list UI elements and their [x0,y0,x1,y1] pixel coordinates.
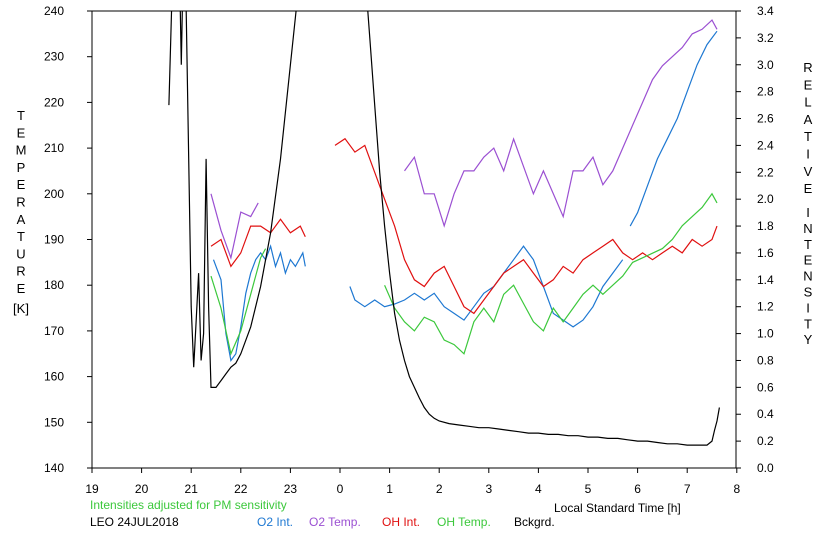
sensitivity-note: Intensities adjusted for PM sensitivity [90,498,287,512]
right-tick-label: 1.0 [757,327,774,341]
left-label-letter: M [16,143,27,158]
right-label-letter: A [804,112,813,127]
left-label-letter: A [17,212,26,227]
series-line-oh-temp [210,248,267,356]
legend-entry: O2 Temp. [309,515,361,529]
right-label-letter: N [803,221,812,236]
right-axis-ticks: 0.0 0.2 0.4 0.6 0.8 1.0 1.2 1.4 1.6 1.8 2.0 2.2 2.4 2… [736,4,774,475]
right-tick-label: 3.0 [757,58,774,72]
left-label-letter: E [17,281,26,296]
left-label-letter: R [16,195,25,210]
right-label-letter: N [803,269,812,284]
series-line-o2-int [629,30,718,227]
right-tick-label: 2.8 [757,85,774,99]
right-tick-label: 0.2 [757,434,774,448]
x-tick-label: 23 [284,482,298,496]
left-tick-label: 210 [44,141,64,155]
right-label-letter: E [804,181,813,196]
right-label-letter: T [804,129,812,144]
series-line-o2-int [212,244,306,362]
left-tick-label: 230 [44,50,64,64]
x-tick-label: 2 [436,482,443,496]
series-line-bckgrd [367,11,720,446]
right-label-letter: R [803,60,812,75]
left-label-letter: T [17,108,25,123]
x-tick-label: 5 [585,482,592,496]
left-label-letter: R [16,264,25,279]
right-tick-label: 1.2 [757,300,774,314]
left-label-letter: E [17,177,26,192]
x-tick-label: 4 [535,482,542,496]
right-label-letter: E [804,77,813,92]
legend-entry: OH Temp. [437,515,491,529]
right-tick-label: 3.2 [757,31,774,45]
x-axis-label: Local Standard Time [h] [554,501,681,515]
series-line-oh-temp [384,192,718,355]
right-tick-label: 2.0 [757,192,774,206]
right-tick-label: 1.4 [757,273,774,287]
right-label-letter: T [804,237,812,252]
x-tick-label: 20 [135,482,149,496]
right-tick-label: 2.6 [757,112,774,126]
x-tick-label: 0 [337,482,344,496]
x-tick-label: 22 [234,482,248,496]
left-tick-label: 200 [44,187,64,201]
right-label-letter: I [806,205,810,220]
right-tick-label: 3.4 [757,4,774,18]
left-tick-label: 240 [44,4,64,18]
series-line-bckgrd [168,11,297,388]
right-tick-label: 0.6 [757,380,774,394]
x-tick-label: 1 [386,482,393,496]
series-line-o2-int [349,245,624,328]
right-label-letter: I [806,147,810,162]
right-label-letter: T [804,316,812,331]
right-label-letter: E [804,253,813,268]
right-tick-label: 1.6 [757,246,774,260]
x-axis-ticks: 19 20 21 22 23 0 1 2 3 4 5 6 7 8 [85,468,740,496]
x-tick-label: 21 [185,482,199,496]
left-label-letter: P [17,160,26,175]
left-tick-label: 180 [44,278,64,292]
left-tick-label: 190 [44,233,64,247]
series-line-o2-temp [210,193,259,260]
left-label-letter: T [17,229,25,244]
legend: O2 Int. O2 Temp. OH Int. OH Temp. Bckgrd. [257,515,555,529]
right-tick-label: 0.8 [757,353,774,367]
x-tick-label: 3 [485,482,492,496]
series-lines [168,11,720,446]
left-axis-unit: [K] [13,301,29,316]
series-line-oh-int [334,137,718,315]
x-tick-label: 8 [733,482,740,496]
series-line-o2-temp [404,19,718,228]
x-tick-label: 7 [684,482,691,496]
legend-entry: Bckgrd. [514,515,555,529]
right-tick-label: 2.4 [757,138,774,152]
right-tick-label: 2.2 [757,165,774,179]
left-tick-label: 220 [44,95,64,109]
x-tick-label: 19 [85,482,99,496]
left-axis-ticks: 140 150 160 170 180 190 200 210 220 230 240 [44,4,92,475]
right-tick-label: 1.8 [757,219,774,233]
right-tick-label: 0.4 [757,407,774,421]
right-label-letter: I [806,300,810,315]
right-tick-label: 0.0 [757,461,774,475]
series-line-oh-int [210,218,306,268]
left-tick-label: 150 [44,415,64,429]
right-label-letter: V [804,164,813,179]
left-tick-label: 140 [44,461,64,475]
x-tick-label: 6 [634,482,641,496]
left-tick-label: 160 [44,370,64,384]
legend-entry: OH Int. [382,515,420,529]
right-label-letter: S [804,285,813,300]
left-label-letter: U [16,246,25,261]
left-label-letter: E [17,125,26,140]
left-tick-label: 170 [44,324,64,338]
station-date: LEO 24JUL2018 [90,515,179,529]
right-label-letter: L [804,95,811,110]
legend-entry: O2 Int. [257,515,293,529]
right-label-letter: Y [804,332,813,347]
